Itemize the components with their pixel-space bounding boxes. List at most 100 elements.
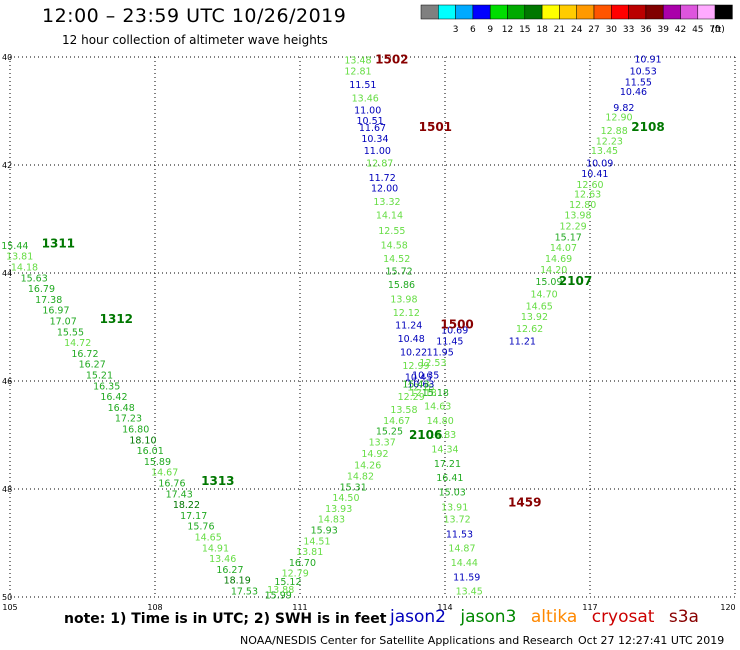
swh-value-label: 17.23 xyxy=(115,414,142,425)
swh-value-label: 14.07 xyxy=(550,243,577,254)
swh-value-label: 10.45 xyxy=(405,373,432,384)
lon-tick-label: 111 xyxy=(292,603,307,610)
swh-value-label: 14.26 xyxy=(354,461,381,472)
swh-value-label: 11.00 xyxy=(364,146,391,157)
swh-value-label: 10.41 xyxy=(581,169,608,180)
swh-value-label: 15.18 xyxy=(422,388,449,399)
swh-value-label: 14.51 xyxy=(303,536,330,547)
swh-value-label: 15.31 xyxy=(340,482,367,493)
swh-value-label: 15.44 xyxy=(1,241,28,252)
legend-s3a: s3a xyxy=(668,607,699,627)
swh-value-label: 15.17 xyxy=(555,232,582,243)
pass-number-label: 1500 xyxy=(440,317,473,331)
swh-value-label: 15.12 xyxy=(274,577,301,588)
swh-value-label: 12.18 xyxy=(410,388,437,399)
swh-value-label: 16.76 xyxy=(158,479,185,490)
swh-value-label: 16.35 xyxy=(93,381,120,392)
lat-tick-label: 42 xyxy=(2,161,12,170)
colorbar-tick-label: 27 xyxy=(588,25,599,35)
legend-altika: altika xyxy=(530,607,578,627)
swh-value-label: 10.91 xyxy=(634,55,661,66)
swh-value-label: 15.86 xyxy=(388,280,415,291)
swh-value-label: 14.14 xyxy=(376,211,403,222)
swh-value-label: 12.87 xyxy=(366,158,393,169)
swh-value-label: 11.67 xyxy=(359,123,386,134)
pass-number-label: 2106 xyxy=(409,428,442,442)
lon-tick-label: 105 xyxy=(2,603,17,610)
swh-value-label: 14.67 xyxy=(151,468,178,479)
swh-value-label: 13.91 xyxy=(441,502,468,513)
colorbar-tick-label: 9 xyxy=(487,25,493,35)
swh-value-label: 10.46 xyxy=(620,87,647,98)
colorbar-tick-label: 15 xyxy=(519,25,530,35)
swh-value-label: 12.90 xyxy=(605,112,632,123)
swh-value-label: 16.27 xyxy=(79,360,106,371)
swh-value-label: 12.00 xyxy=(371,184,398,195)
swh-value-label: 14.87 xyxy=(448,543,475,554)
swh-value-label: 14.50 xyxy=(332,493,359,504)
swh-value-label: 17.38 xyxy=(35,295,62,306)
swh-value-label: 17.07 xyxy=(50,317,77,328)
swh-value-label: 14.34 xyxy=(431,445,458,456)
pass-number-label: 2107 xyxy=(559,274,592,288)
swh-value-label: 15.93 xyxy=(311,526,338,537)
swh-value-label: 14.91 xyxy=(202,543,229,554)
swh-value-label: 14.58 xyxy=(381,240,408,251)
swh-value-label: 10.09 xyxy=(586,158,613,169)
swh-value-label: 15.63 xyxy=(21,273,48,284)
swh-value-label: 16.42 xyxy=(100,392,127,403)
swh-value-label: 10.53 xyxy=(630,67,657,78)
colorbar-tick-label: 24 xyxy=(571,25,583,35)
lon-tick-label: 120 xyxy=(720,603,735,610)
swh-value-label: 13.45 xyxy=(456,587,483,598)
pass-number-label: 1311 xyxy=(42,236,75,250)
swh-value-label: 13.46 xyxy=(352,94,379,105)
colorbar-tick-label: 12 xyxy=(502,25,513,35)
colorbar-tick-label: 21 xyxy=(554,25,565,35)
lat-tick-label: 50 xyxy=(2,593,12,602)
swh-value-label: 12.62 xyxy=(516,324,543,335)
pass-number-label: 1502 xyxy=(375,53,408,67)
swh-value-label: 14.44 xyxy=(451,558,478,569)
swh-value-label: 12.23 xyxy=(596,137,623,148)
swh-value-label: 14.82 xyxy=(347,472,374,483)
swh-value-label: 14.52 xyxy=(383,254,410,265)
lat-tick-label: 40 xyxy=(2,53,12,62)
swh-value-label: 13.92 xyxy=(521,312,548,323)
swh-value-label: 13.58 xyxy=(390,405,417,416)
swh-value-label: 15.43 xyxy=(402,380,429,391)
swh-value-label: 15.89 xyxy=(144,457,171,468)
swh-value-label: 11.53 xyxy=(446,529,473,540)
swh-value-label: 14.92 xyxy=(361,449,388,460)
swh-value-label: 17.53 xyxy=(231,587,258,598)
swh-value-label: 9.82 xyxy=(613,103,634,114)
lon-tick-label: 108 xyxy=(147,603,162,610)
page-title: 12:00 – 23:59 UTC 10/26/2019 xyxy=(42,5,347,27)
colorbar-tick-label: 18 xyxy=(536,25,548,35)
swh-value-label: 16.01 xyxy=(137,446,164,457)
swh-value-label: 13.98 xyxy=(390,294,417,305)
swh-value-label: 15.25 xyxy=(376,427,403,438)
swh-value-label: 12.29 xyxy=(398,392,425,403)
swh-value-label: 15.21 xyxy=(86,371,113,382)
swh-value-label: 11.24 xyxy=(395,320,422,331)
swh-value-label: 16.72 xyxy=(71,349,98,360)
lon-tick-label: 114 xyxy=(437,603,452,610)
colorbar-tick-label: 39 xyxy=(657,25,669,35)
swh-value-label: 14.72 xyxy=(64,338,91,349)
legend-jason3: jason3 xyxy=(460,607,517,627)
swh-value-label: 13.45 xyxy=(591,146,618,157)
colorbar-tick-label: 45 xyxy=(692,25,703,35)
swh-value-label: 13.98 xyxy=(564,211,591,222)
lon-tick-label: 117 xyxy=(582,603,597,610)
swh-value-label: 10.35 xyxy=(412,371,439,382)
legend-jason2: jason2 xyxy=(390,607,446,627)
swh-value-label: 18.10 xyxy=(129,435,156,446)
swh-value-label: 11.95 xyxy=(427,347,454,358)
credit-text: NOAA/NESDIS Center for Satellite Applica… xyxy=(240,634,574,647)
swh-value-label: 16.41 xyxy=(436,473,463,484)
colorbar-swatch xyxy=(714,4,733,20)
swh-value-label: 17.17 xyxy=(180,511,207,522)
swh-value-label: 13.32 xyxy=(373,197,400,208)
page-subtitle: 12 hour collection of altimeter wave hei… xyxy=(62,33,328,47)
